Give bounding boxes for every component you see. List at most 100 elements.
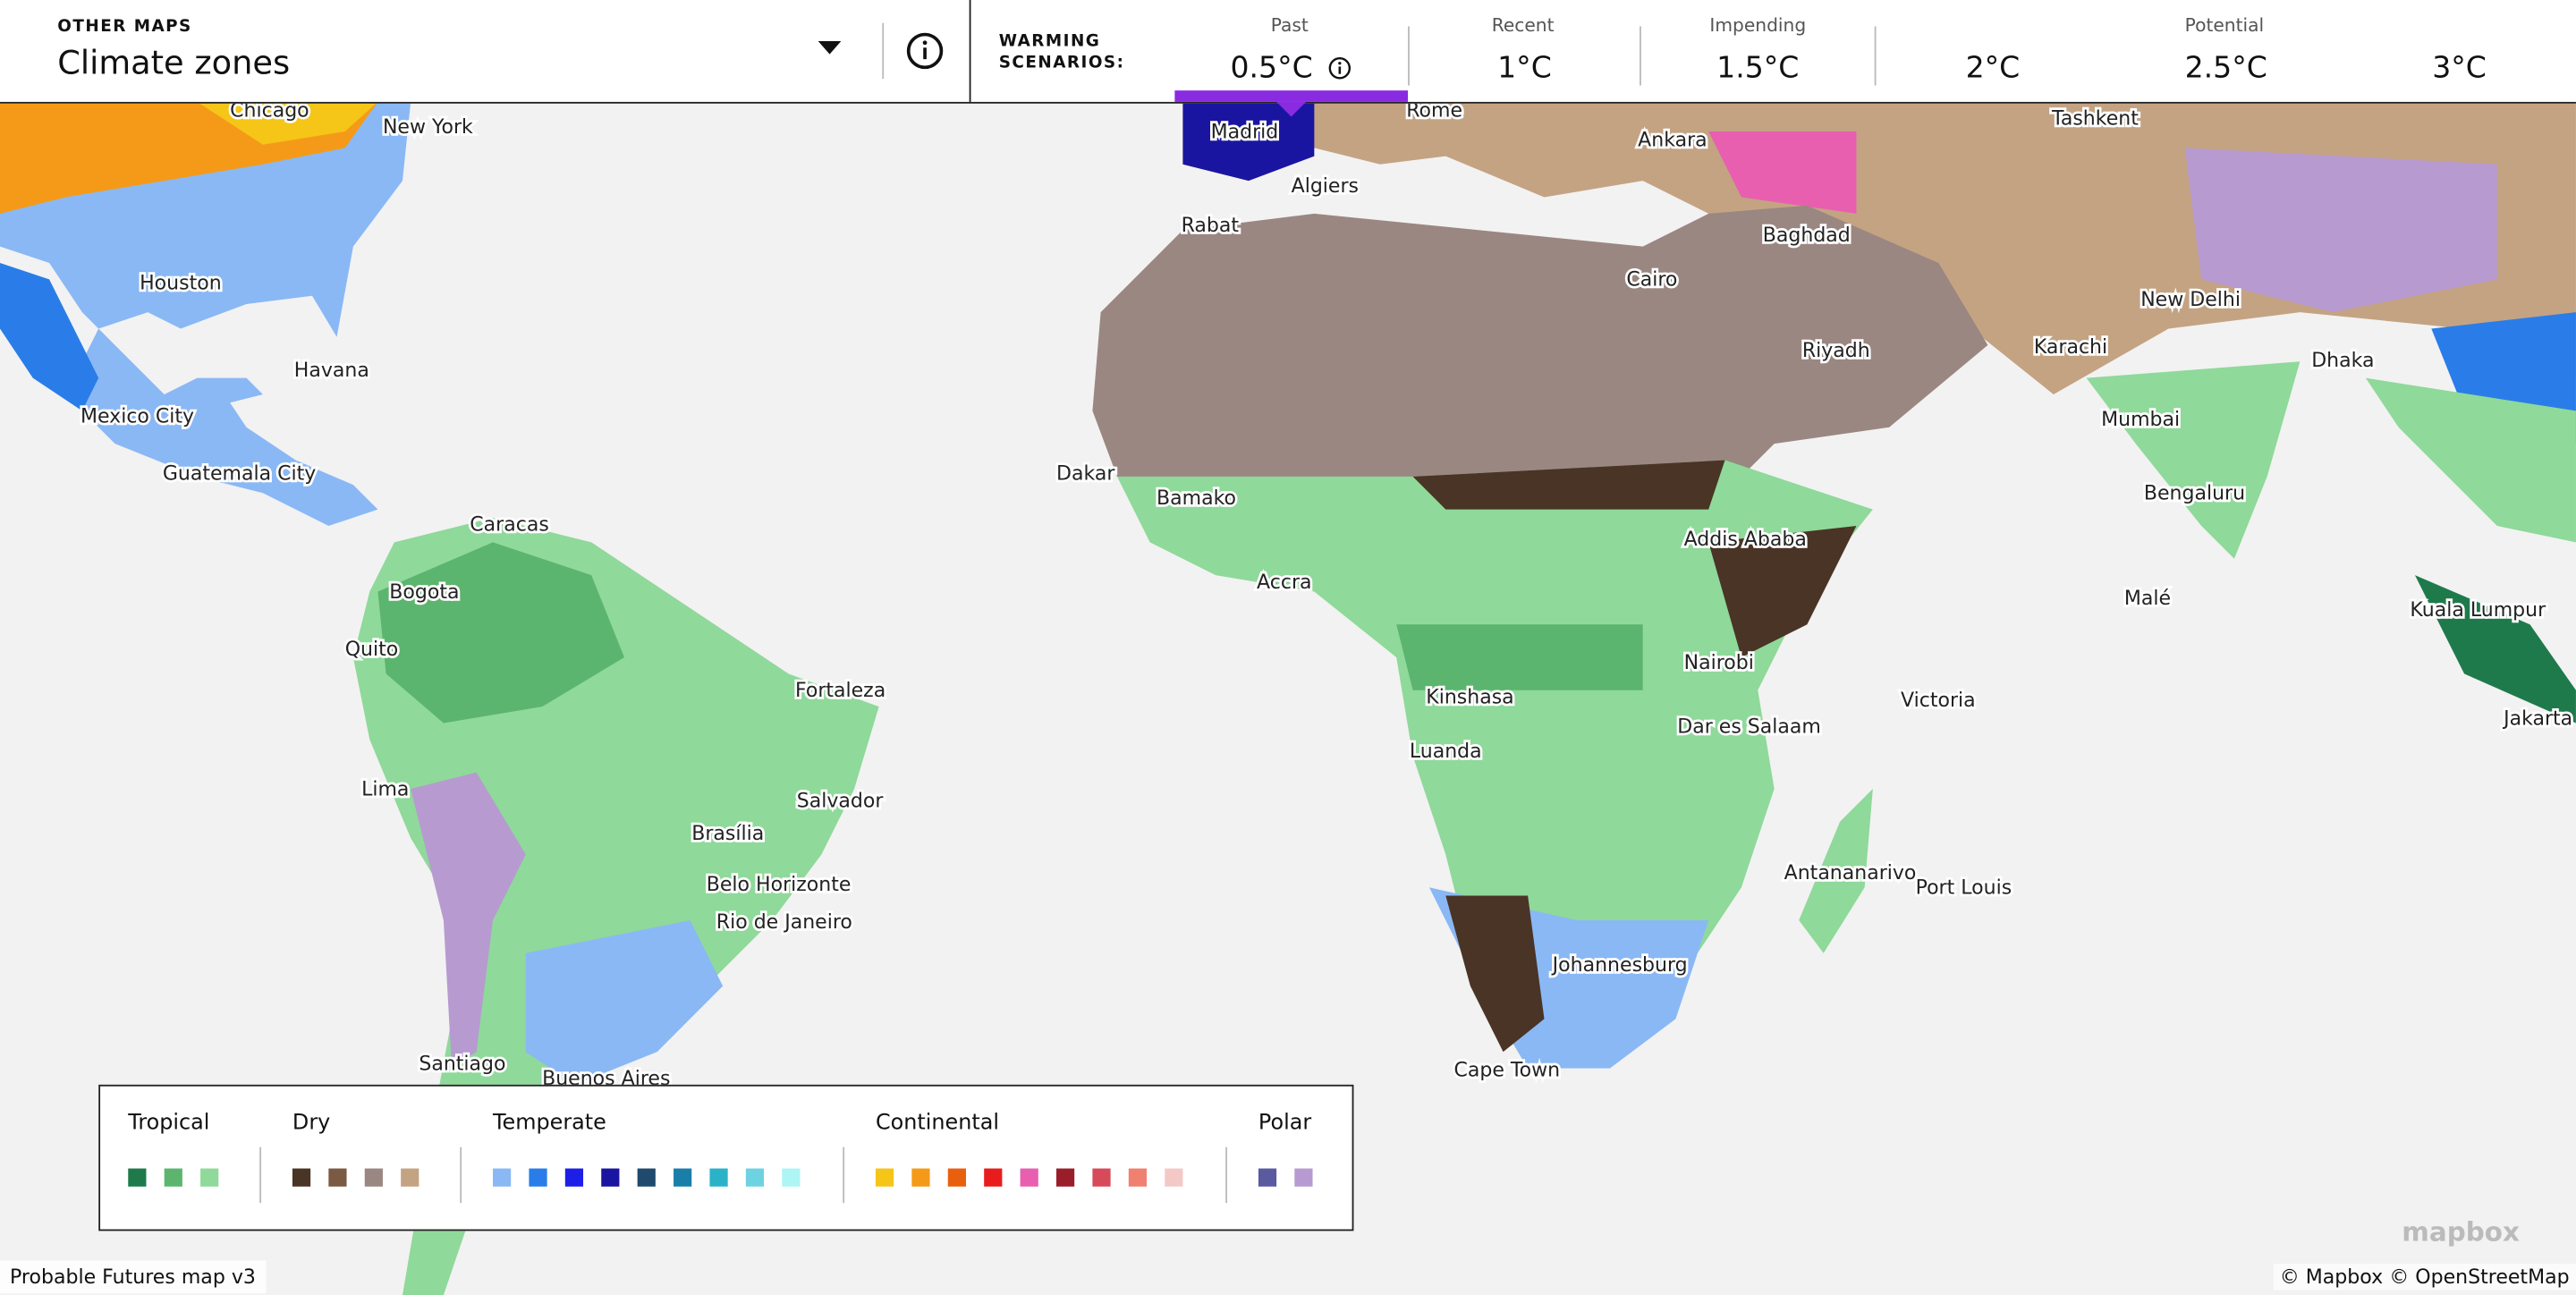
legend-divider — [843, 1147, 845, 1204]
city-label: Cairo — [1626, 269, 1677, 292]
city-label: Guatemala City — [163, 463, 316, 486]
legend-divider — [259, 1147, 262, 1204]
legend-divider — [1225, 1147, 1228, 1204]
legend-swatch — [1165, 1168, 1183, 1187]
city-label: Lima — [361, 778, 409, 800]
info-button[interactable] — [905, 31, 945, 71]
legend-swatch — [1294, 1168, 1313, 1187]
city-label: Madrid — [1211, 121, 1279, 143]
scenario-option[interactable]: 0.5°C — [1230, 50, 1313, 86]
city-label: Kuala Lumpur — [2410, 599, 2546, 622]
city-label: Quito — [345, 639, 399, 661]
city-label: Riyadh — [1802, 340, 1870, 362]
legend-swatch — [364, 1168, 383, 1187]
legend-swatch — [984, 1168, 1003, 1187]
city-label: Dhaka — [2311, 350, 2374, 372]
legend-group: Continental — [875, 1111, 1201, 1193]
legend-swatch — [564, 1168, 584, 1187]
legend-swatch — [128, 1168, 147, 1187]
legend-swatch — [674, 1168, 692, 1187]
city-label: Mexico City — [80, 405, 194, 427]
scenario-group-label: Past — [1270, 14, 1309, 37]
legend-swatch — [1128, 1168, 1148, 1187]
attribution-link[interactable]: © OpenStreetMap — [2389, 1265, 2570, 1289]
city-label: Nairobi — [1684, 652, 1754, 674]
legend-swatch — [745, 1168, 765, 1187]
legend-swatch — [200, 1168, 219, 1187]
city-label: New York — [383, 116, 473, 139]
scenario-option[interactable]: 1°C — [1497, 50, 1552, 86]
city-label: Dakar — [1056, 463, 1115, 486]
legend-swatch — [709, 1168, 728, 1187]
dropdown-arrow[interactable] — [818, 40, 844, 57]
legend-swatches — [1258, 1136, 1331, 1193]
map-selector[interactable]: Climate zones — [57, 42, 291, 82]
city-label: Antananarivo — [1784, 862, 1917, 884]
legend-swatch — [911, 1168, 930, 1187]
city-label: Cape Town — [1453, 1060, 1560, 1082]
city-label: New Delhi — [2140, 289, 2241, 311]
legend-swatch — [292, 1168, 311, 1187]
legend-swatch — [493, 1168, 512, 1187]
city-label: Karachi — [2034, 336, 2107, 359]
divider — [969, 0, 971, 102]
attribution-link[interactable]: © Mapbox — [2279, 1265, 2384, 1289]
legend: Tropical Dry Temperate Continental Polar — [98, 1084, 1354, 1232]
warming-label: WARMING SCENARIOS: — [998, 32, 1125, 72]
attribution: © Mapbox © OpenStreetMap — [2273, 1264, 2576, 1291]
city-label: Addis Ababa — [1684, 529, 1807, 551]
city-label: Bengaluru — [2144, 483, 2245, 505]
scenario-option[interactable]: 2.5°C — [2184, 50, 2267, 86]
city-label: Houston — [140, 272, 222, 294]
city-label: Baghdad — [1763, 224, 1851, 247]
legend-swatch — [164, 1168, 182, 1187]
mapbox-logo[interactable]: mapbox — [2402, 1215, 2520, 1248]
city-label: Tashkent — [2051, 108, 2139, 131]
city-label: Rio de Janeiro — [716, 911, 852, 934]
city-label: Havana — [294, 360, 369, 382]
legend-swatch — [1092, 1168, 1111, 1187]
city-label: Fortaleza — [795, 680, 886, 702]
legend-swatch — [947, 1168, 966, 1187]
scenario-group-label: Potential — [2184, 14, 2265, 37]
city-label: Luanda — [1410, 741, 1482, 763]
city-label: Caracas — [470, 514, 549, 537]
scenario-group-label: Impending — [1709, 14, 1807, 37]
scenario-option[interactable]: 1.5°C — [1716, 50, 1800, 86]
city-label: Brasília — [691, 823, 764, 845]
info-icon[interactable] — [1327, 55, 1352, 80]
city-label: Port Louis — [1916, 877, 2012, 900]
version-label: Probable Futures map v3 — [0, 1260, 266, 1294]
city-label: Malé — [2124, 588, 2171, 610]
legend-swatch — [601, 1168, 620, 1187]
city-label: Victoria — [1901, 690, 1976, 712]
legend-group: Temperate — [493, 1111, 818, 1193]
legend-group-label: Dry — [292, 1111, 331, 1136]
city-label: Ankara — [1638, 130, 1707, 152]
city-label: Algiers — [1292, 175, 1359, 198]
city-label: Johannesburg — [1551, 954, 1688, 977]
city-label: Rabat — [1182, 215, 1240, 237]
legend-swatch — [637, 1168, 656, 1187]
legend-swatches — [493, 1136, 818, 1193]
city-label: Kinshasa — [1426, 686, 1513, 708]
legend-swatch — [529, 1168, 547, 1187]
city-label: Accra — [1257, 571, 1311, 594]
legend-swatch — [875, 1168, 894, 1187]
city-label: Jakarta — [2502, 707, 2572, 730]
legend-swatch — [401, 1168, 419, 1187]
scenario-option[interactable]: 3°C — [2432, 50, 2487, 86]
legend-divider — [460, 1147, 462, 1204]
selected-indicator — [1174, 90, 1409, 117]
city-label: Santiago — [419, 1053, 505, 1075]
legend-swatch — [1258, 1168, 1277, 1187]
scenario-option[interactable]: 2°C — [1965, 50, 2021, 86]
legend-group-label: Continental — [875, 1111, 999, 1136]
legend-group: Dry — [292, 1111, 437, 1193]
city-label: Dar es Salaam — [1677, 716, 1821, 739]
legend-group-label: Temperate — [493, 1111, 606, 1136]
